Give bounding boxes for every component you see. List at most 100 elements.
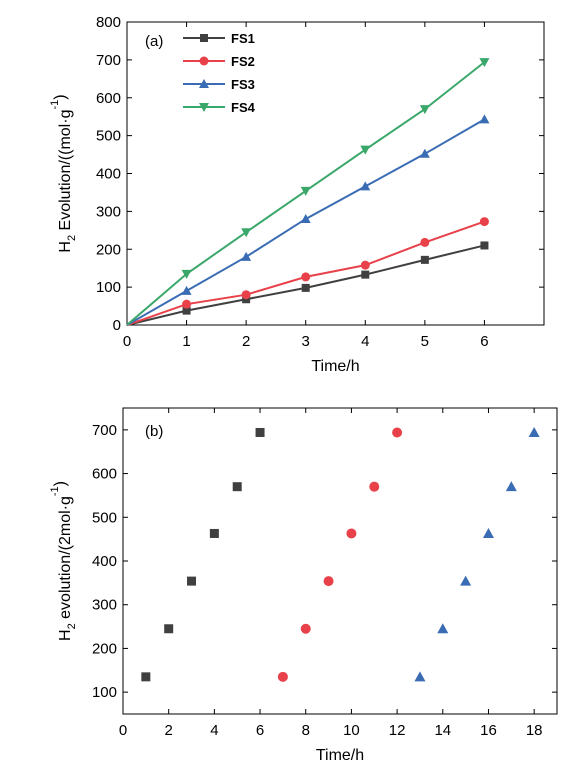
- data-point: [479, 114, 490, 124]
- data-point: [141, 672, 151, 682]
- data-point: [323, 576, 334, 587]
- panel-label: (a): [145, 33, 163, 50]
- data-point: [182, 299, 192, 309]
- data-point: [414, 671, 426, 682]
- data-point: [360, 181, 371, 191]
- data-point: [479, 58, 490, 68]
- y-tick-label: 500: [92, 509, 117, 526]
- y-tick-label: 600: [92, 466, 117, 483]
- x-tick-label: 18: [526, 722, 543, 739]
- series-FS2: [126, 217, 489, 326]
- plot-frame: [126, 21, 545, 326]
- x-tick-label: 14: [434, 722, 451, 739]
- data-point: [181, 269, 192, 279]
- legend-label: FS4: [231, 100, 256, 115]
- data-point: [369, 481, 380, 492]
- data-point: [182, 306, 191, 315]
- data-point: [255, 427, 265, 437]
- data-point: [241, 228, 252, 238]
- y-tick-label: 700: [96, 52, 121, 69]
- y-tick-label: 800: [96, 14, 121, 31]
- x-tick-label: 12: [389, 722, 406, 739]
- data-point: [437, 623, 449, 634]
- data-point: [419, 105, 430, 115]
- data-point: [187, 576, 197, 586]
- y-tick-label: 100: [92, 684, 117, 701]
- y-tick-label: 700: [92, 422, 117, 439]
- series-2: [277, 427, 403, 682]
- data-point: [301, 272, 311, 282]
- series-3: [414, 426, 540, 682]
- legend-label: FS3: [231, 77, 255, 92]
- x-tick-label: 2: [165, 722, 173, 739]
- data-point: [242, 295, 251, 304]
- x-tick-label: 16: [480, 722, 497, 739]
- data-point: [301, 283, 310, 292]
- x-tick-label: 6: [256, 722, 264, 739]
- series-FS1: [126, 241, 489, 326]
- x-tick-label: 10: [343, 722, 360, 739]
- data-point: [528, 426, 540, 437]
- chart-panel-a: 0 100 200 300 400 500 600 700 800 0 1 2 3 4 5 6 Time/h H2…: [49, 14, 545, 375]
- chart-panel-b: 100 200 300 400 500 600 700 0 2 4 6 8 10 12 14 16 18 Time…: [49, 407, 558, 764]
- data-point: [300, 213, 311, 223]
- legend-marker: [199, 56, 209, 66]
- data-point: [480, 241, 489, 250]
- y-axis-title: H2 Evolution/((mol·g-1): [49, 94, 78, 252]
- y-axis-title: H2 evolution/(2mol·g-1): [49, 481, 78, 641]
- data-point: [181, 285, 192, 295]
- data-point: [164, 624, 174, 634]
- y-tick-label: 600: [96, 90, 121, 107]
- data-point: [479, 217, 489, 227]
- legend-label: FS1: [231, 31, 255, 46]
- y-tick-label: 300: [96, 203, 121, 220]
- x-tick-label: 0: [123, 333, 131, 350]
- data-point: [241, 251, 252, 261]
- data-point: [361, 270, 370, 279]
- y-tick-label: 300: [92, 597, 117, 614]
- panel-label: (b): [145, 423, 163, 440]
- legend: FS1 FS2 FS3 FS4: [183, 31, 256, 115]
- legend-marker: [199, 103, 209, 112]
- x-tick-label: 2: [242, 333, 250, 350]
- x-axis-title: Time/h: [311, 358, 359, 375]
- data-point: [392, 427, 403, 438]
- x-axis-title: Time/h: [316, 747, 364, 764]
- series-FS3: [126, 114, 490, 326]
- x-tick-label: 5: [421, 333, 429, 350]
- data-point: [209, 528, 219, 538]
- data-point: [300, 186, 311, 196]
- data-point: [360, 145, 371, 155]
- x-tick-label: 0: [119, 722, 127, 739]
- data-point: [346, 528, 357, 539]
- y-tick-label: 400: [96, 166, 121, 183]
- legend-label: FS2: [231, 54, 255, 69]
- plot-frame: [122, 407, 558, 715]
- data-point: [420, 237, 430, 247]
- y-tick-label: 100: [96, 279, 121, 296]
- data-point: [420, 255, 429, 264]
- y-tick-label: 500: [96, 128, 121, 145]
- x-tick-label: 4: [210, 722, 218, 739]
- data-point: [232, 482, 242, 492]
- y-tick-label: 400: [92, 553, 117, 570]
- data-point: [482, 527, 494, 538]
- y-tick-label: 200: [96, 241, 121, 258]
- legend-marker: [200, 34, 208, 42]
- data-point: [300, 623, 311, 634]
- x-tick-label: 8: [302, 722, 310, 739]
- data-point: [460, 575, 472, 586]
- x-tick-label: 3: [302, 333, 310, 350]
- data-point: [505, 481, 517, 492]
- data-point: [360, 260, 370, 270]
- series-FS4: [126, 58, 490, 326]
- data-point: [277, 671, 288, 682]
- y-tick-label: 200: [92, 640, 117, 657]
- legend-marker: [199, 79, 209, 88]
- series-1: [141, 427, 265, 682]
- data-point: [241, 290, 251, 300]
- y-tick-label: 0: [113, 317, 121, 334]
- x-tick-label: 1: [182, 333, 190, 350]
- x-tick-label: 6: [480, 333, 488, 350]
